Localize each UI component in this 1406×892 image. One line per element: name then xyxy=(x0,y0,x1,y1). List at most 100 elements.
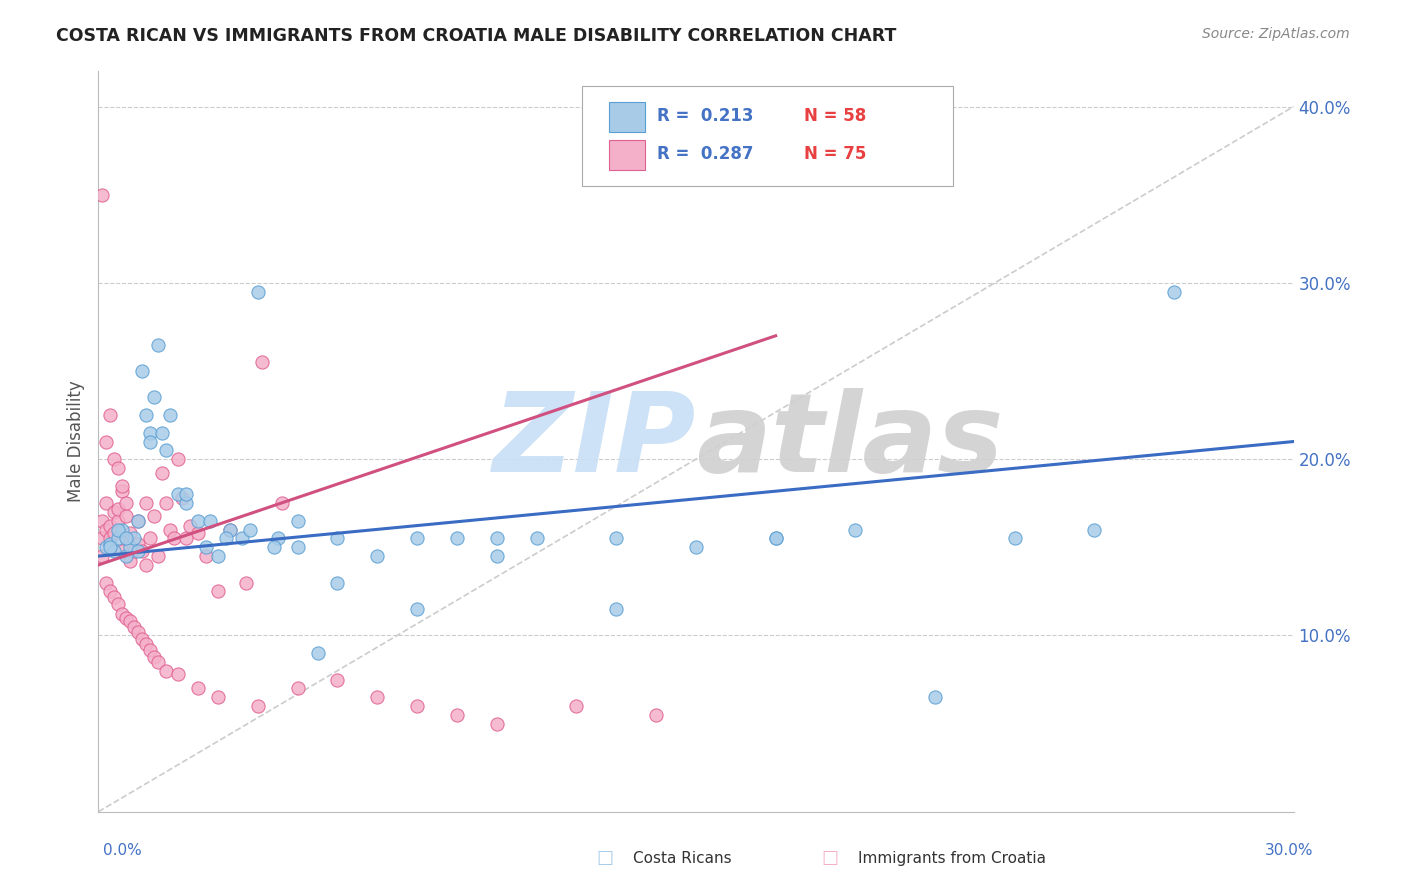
Point xyxy=(765,532,787,546)
Point xyxy=(111,544,134,558)
Point xyxy=(139,642,162,657)
Point xyxy=(326,575,349,590)
Point xyxy=(406,602,429,616)
Point xyxy=(139,532,162,546)
Point xyxy=(326,532,349,546)
Point xyxy=(215,532,238,546)
Point xyxy=(98,408,122,422)
Point xyxy=(124,532,146,546)
Point xyxy=(167,487,190,501)
Point xyxy=(366,549,388,563)
Point xyxy=(155,443,177,458)
Point xyxy=(143,508,166,523)
Point xyxy=(406,532,429,546)
Point xyxy=(485,532,508,546)
Point xyxy=(139,425,162,440)
Point xyxy=(307,646,329,660)
Point xyxy=(107,501,129,516)
Text: N = 75: N = 75 xyxy=(804,145,866,162)
Text: Costa Ricans: Costa Ricans xyxy=(633,851,731,865)
Point xyxy=(207,549,229,563)
Point xyxy=(143,391,166,405)
Point xyxy=(120,615,142,629)
Point xyxy=(107,514,129,528)
Point xyxy=(103,544,125,558)
Text: R =  0.213: R = 0.213 xyxy=(657,107,754,125)
Point xyxy=(98,537,122,551)
Point xyxy=(98,519,122,533)
Point xyxy=(187,514,209,528)
Point xyxy=(98,541,122,555)
Point xyxy=(107,461,129,475)
Point xyxy=(150,425,173,440)
Point xyxy=(179,519,201,533)
Point xyxy=(124,619,146,633)
Y-axis label: Male Disability: Male Disability xyxy=(66,381,84,502)
Point xyxy=(150,467,173,481)
Point xyxy=(135,496,157,510)
Point xyxy=(127,624,149,639)
Point xyxy=(765,532,787,546)
Point xyxy=(124,544,146,558)
Point xyxy=(174,496,197,510)
Point xyxy=(485,549,508,563)
Point xyxy=(111,523,134,537)
Text: COSTA RICAN VS IMMIGRANTS FROM CROATIA MALE DISABILITY CORRELATION CHART: COSTA RICAN VS IMMIGRANTS FROM CROATIA M… xyxy=(56,27,897,45)
Point xyxy=(924,690,946,705)
Point xyxy=(127,514,149,528)
Point xyxy=(91,532,114,546)
Point xyxy=(163,532,186,546)
Point xyxy=(91,187,114,202)
Point xyxy=(96,575,118,590)
Text: 30.0%: 30.0% xyxy=(1265,843,1313,858)
Point xyxy=(139,434,162,449)
Point xyxy=(120,526,142,541)
Point xyxy=(406,698,429,713)
Bar xyxy=(609,140,644,170)
Point xyxy=(143,649,166,664)
Point xyxy=(131,632,153,646)
Point xyxy=(98,584,122,599)
Point xyxy=(1004,532,1026,546)
Text: 0.0%: 0.0% xyxy=(103,843,142,858)
Point xyxy=(565,698,588,713)
Point xyxy=(235,575,257,590)
Point xyxy=(135,408,157,422)
Point xyxy=(287,514,309,528)
Point xyxy=(195,541,218,555)
Point xyxy=(107,532,129,546)
Text: ZIP: ZIP xyxy=(492,388,696,495)
Text: Immigrants from Croatia: Immigrants from Croatia xyxy=(858,851,1046,865)
Point xyxy=(103,452,125,467)
Point xyxy=(131,364,153,378)
Point xyxy=(111,483,134,498)
Point xyxy=(96,523,118,537)
Point xyxy=(526,532,548,546)
Point xyxy=(127,537,149,551)
Point xyxy=(326,673,349,687)
Point xyxy=(115,532,138,546)
Point xyxy=(246,698,269,713)
Point xyxy=(155,664,177,678)
Point xyxy=(207,690,229,705)
Point xyxy=(155,496,177,510)
Point xyxy=(98,532,122,546)
Point xyxy=(219,523,242,537)
Point xyxy=(135,558,157,572)
Point xyxy=(111,607,134,622)
Point xyxy=(115,549,138,563)
Point xyxy=(167,667,190,681)
Point xyxy=(107,523,129,537)
Point xyxy=(605,532,627,546)
Point xyxy=(239,523,262,537)
Text: atlas: atlas xyxy=(696,388,1004,495)
Point xyxy=(103,505,125,519)
Point xyxy=(246,285,269,299)
Point xyxy=(148,549,170,563)
Point xyxy=(103,526,125,541)
Text: N = 58: N = 58 xyxy=(804,107,866,125)
Point xyxy=(219,523,242,537)
Point xyxy=(159,408,181,422)
Point xyxy=(287,541,309,555)
Point xyxy=(172,491,194,505)
